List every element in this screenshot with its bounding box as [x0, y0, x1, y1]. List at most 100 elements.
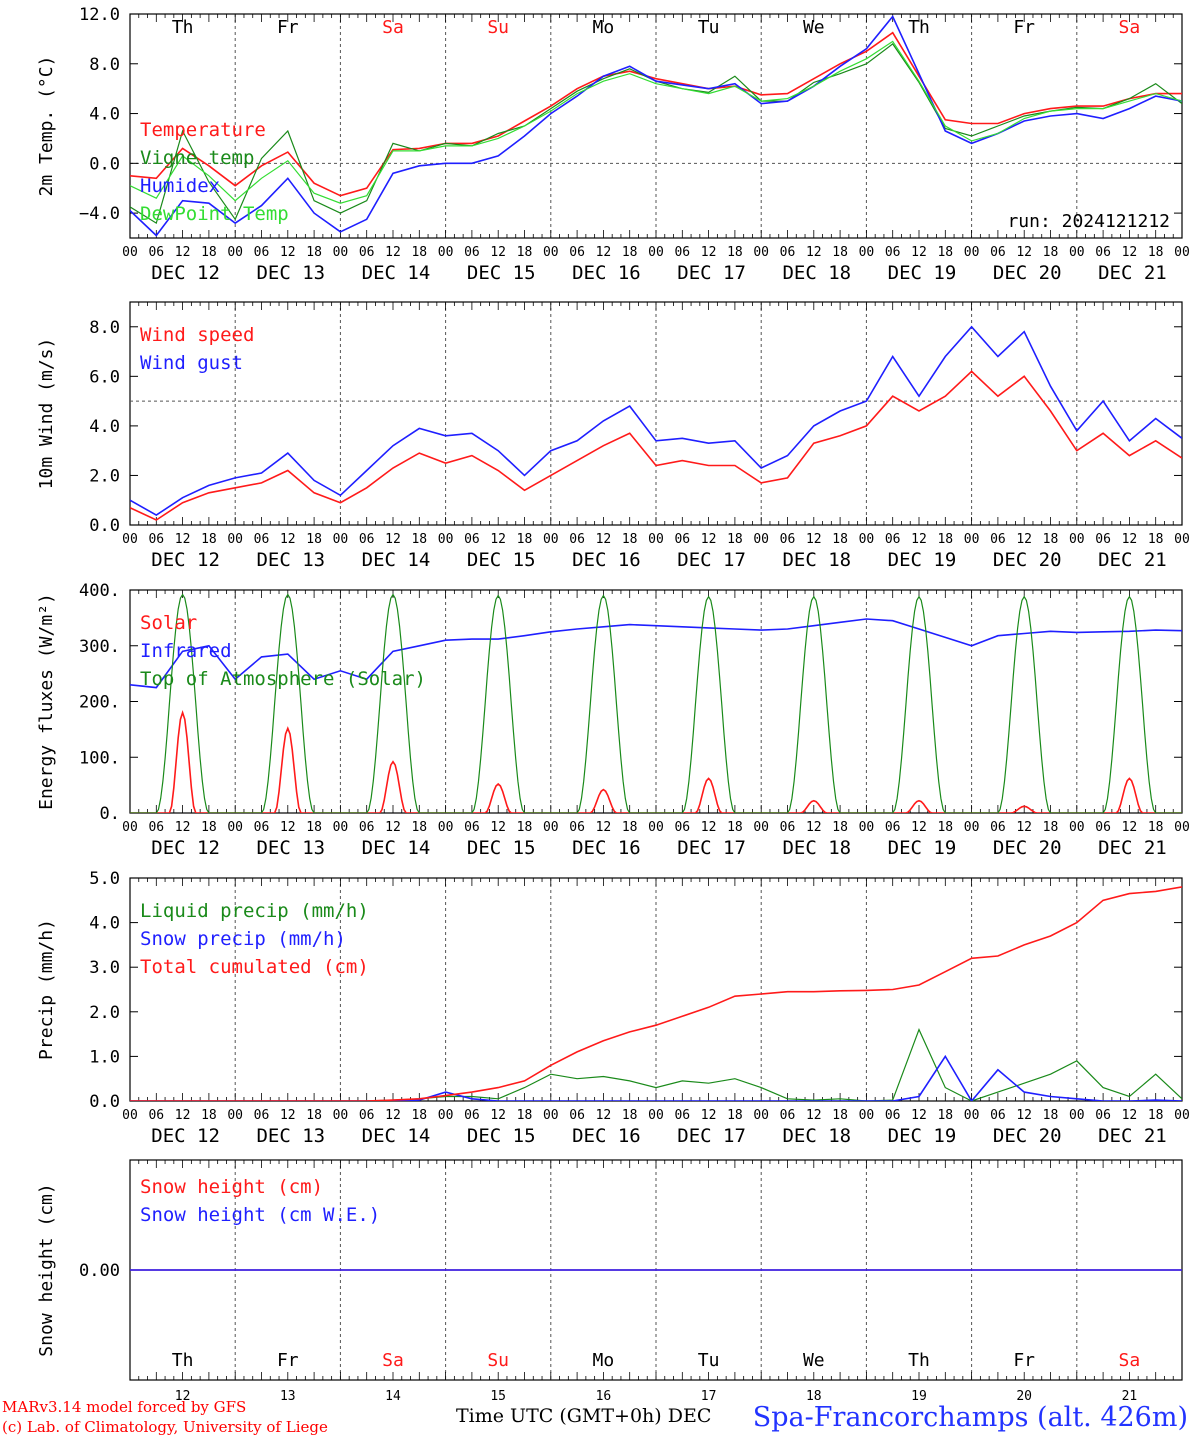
- hour-tick-label: 06: [148, 245, 164, 260]
- y-tick-label: 0.: [100, 804, 120, 824]
- legend-entry: Wind speed: [140, 324, 254, 346]
- date-label: DEC 19: [888, 1125, 957, 1147]
- date-label: DEC 21: [1098, 549, 1167, 571]
- day-number-label: 14: [385, 1389, 401, 1404]
- hour-tick-label: 06: [674, 532, 690, 547]
- hour-tick-label: 00: [753, 245, 769, 260]
- time-axis-title: Time UTC (GMT+0h) DEC: [456, 1405, 712, 1427]
- date-label: DEC 16: [572, 1125, 641, 1147]
- series-line-solar: [130, 710, 1182, 813]
- y-tick-label: 5.0: [89, 869, 120, 889]
- hour-tick-label: 06: [674, 245, 690, 260]
- hour-tick-label: 12: [1122, 820, 1138, 835]
- series-line-total-cumulated-cm: [130, 886, 1182, 1101]
- weekday-label: Th: [172, 1350, 194, 1371]
- hour-tick-label: 00: [227, 820, 243, 835]
- plot-frame: [129, 589, 1183, 814]
- series-line-humidex: [130, 14, 1182, 237]
- hour-tick-label: 06: [1095, 820, 1111, 835]
- date-label: DEC 13: [256, 549, 325, 571]
- y-axis-label: 2m Temp. (°C): [36, 56, 57, 197]
- date-label: DEC 21: [1098, 837, 1167, 859]
- hour-tick-label: 18: [1043, 532, 1059, 547]
- hour-tick-label: 18: [306, 820, 322, 835]
- weekday-label: Fr: [277, 17, 299, 38]
- hour-tick-label: 12: [1122, 532, 1138, 547]
- hour-tick-label: 06: [359, 245, 375, 260]
- weekday-label: We: [803, 1350, 825, 1371]
- hour-tick-label: 18: [832, 1108, 848, 1123]
- hour-tick-label: 18: [937, 245, 953, 260]
- hour-tick-label: 18: [727, 1108, 743, 1123]
- date-label: DEC 17: [677, 262, 746, 284]
- date-label: DEC 12: [151, 549, 220, 571]
- hour-tick-label: 12: [385, 820, 401, 835]
- hour-tick-label: 18: [306, 245, 322, 260]
- hour-tick-label: 06: [674, 1108, 690, 1123]
- y-tick-label: 0.0: [89, 516, 120, 536]
- lab-credit: (c) Lab. of Climatology, University of L…: [2, 1418, 328, 1436]
- legend-entry: Top of Atmosphere (Solar): [140, 668, 426, 690]
- legend-entry: Snow precip (mm/h): [140, 928, 346, 950]
- weekday-label: Fr: [1013, 17, 1035, 38]
- hour-tick-label: 18: [517, 532, 533, 547]
- weekday-label: Tu: [698, 1350, 720, 1371]
- date-label: DEC 16: [572, 549, 641, 571]
- weekday-label: Th: [908, 17, 930, 38]
- day-number-label: 16: [596, 1389, 612, 1404]
- legend-entry: DewPoint Temp: [140, 203, 289, 225]
- series-line-dewpoint-temp: [130, 40, 1182, 204]
- hour-tick-label: 00: [438, 245, 454, 260]
- hour-tick-label: 18: [727, 245, 743, 260]
- hour-tick-label: 18: [832, 532, 848, 547]
- date-label: DEC 15: [467, 262, 536, 284]
- date-label: DEC 14: [362, 837, 431, 859]
- hour-tick-label: 12: [596, 820, 612, 835]
- y-tick-label: 200.: [79, 693, 120, 713]
- hour-tick-label: 06: [569, 532, 585, 547]
- date-label: DEC 18: [782, 262, 851, 284]
- legend-entry: Humidex: [140, 175, 220, 197]
- series-line-liquid-precip-mm-h: [130, 1028, 1182, 1101]
- hour-tick-label: 06: [359, 1108, 375, 1123]
- date-label: DEC 18: [782, 837, 851, 859]
- day-number-label: 15: [490, 1389, 506, 1404]
- y-axis-label: Energy fluxes (W/m²): [36, 593, 57, 810]
- hour-tick-label: 00: [753, 1108, 769, 1123]
- hour-tick-label: 06: [885, 820, 901, 835]
- weekday-label: We: [803, 17, 825, 38]
- hour-tick-label: 00: [1069, 532, 1085, 547]
- run-annotation: run: 2024121212: [1007, 211, 1170, 232]
- day-number-label: 17: [701, 1389, 717, 1404]
- hour-tick-label: 12: [175, 1108, 191, 1123]
- hour-tick-label: 06: [254, 245, 270, 260]
- day-number-label: 13: [280, 1389, 296, 1404]
- hour-tick-label: 18: [832, 245, 848, 260]
- hour-tick-label: 12: [175, 820, 191, 835]
- weekday-label: Sa: [1119, 1350, 1141, 1371]
- chart-panel-1: −4.0 0.0 4.0 8.0 12.0 2m Temp. (°C) 00 06 12 18 DE…: [36, 5, 1190, 284]
- hour-tick-label: 12: [490, 245, 506, 260]
- hour-tick-label: 06: [780, 245, 796, 260]
- hour-tick-label: 06: [674, 820, 690, 835]
- hour-tick-label: 00: [1069, 245, 1085, 260]
- date-label: DEC 21: [1098, 1125, 1167, 1147]
- hour-tick-label: 18: [517, 1108, 533, 1123]
- hour-tick-label: 00: [122, 245, 138, 260]
- hour-tick-label: 12: [1016, 1108, 1032, 1123]
- y-tick-label: 4.0: [89, 914, 120, 934]
- hour-tick-label: 00: [438, 820, 454, 835]
- hour-tick-label: 00: [543, 1108, 559, 1123]
- weekday-label: Th: [908, 1350, 930, 1371]
- y-tick-label: 2.0: [89, 1003, 120, 1023]
- hour-tick-label: 00: [122, 532, 138, 547]
- hour-tick-label: 06: [1095, 532, 1111, 547]
- hour-tick-label: 00: [543, 820, 559, 835]
- date-label: DEC 19: [888, 837, 957, 859]
- hour-tick-label: 18: [1043, 820, 1059, 835]
- hour-tick-label: 18: [727, 532, 743, 547]
- hour-tick-label: 06: [1095, 245, 1111, 260]
- hour-tick-label: 12: [175, 245, 191, 260]
- hour-tick-label: 06: [990, 820, 1006, 835]
- series-line-wind-gust: [130, 325, 1182, 517]
